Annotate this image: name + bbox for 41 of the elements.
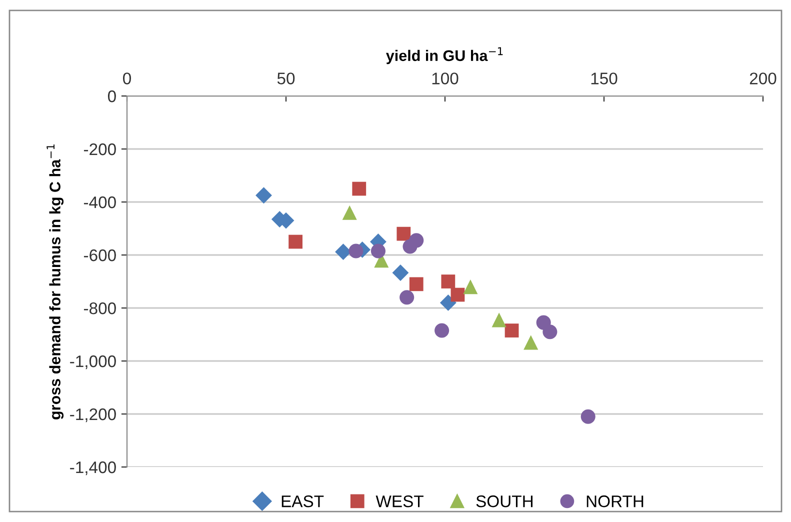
point (542, 324, 558, 340)
point (450, 288, 465, 302)
y-tick-label: -600 (84, 249, 116, 262)
point (409, 277, 424, 292)
point (409, 233, 424, 248)
point (288, 234, 302, 249)
point (441, 274, 456, 288)
y-tick-label: -400 (84, 196, 116, 208)
point (352, 182, 366, 196)
legend-label: SOUTH (476, 495, 532, 508)
y-tick-label: -1,200 (70, 408, 116, 422)
point (440, 294, 456, 311)
point (342, 205, 357, 220)
point (434, 323, 450, 338)
legend-label: NORTH (586, 495, 644, 508)
point (463, 280, 478, 294)
y-tick-label: -1,000 (70, 355, 116, 370)
y-axis-title: gross demand for humus in kg C ha$^{−1}$ (46, 144, 64, 420)
point (348, 244, 364, 258)
point (400, 290, 414, 305)
x-tick-label: 200 (750, 72, 776, 84)
x-tick-label: 50 (277, 72, 295, 84)
y-tick-label: 0 (108, 90, 116, 102)
y-tick-label: -800 (84, 302, 116, 314)
point (335, 244, 352, 260)
y-tick-label: -1,400 (70, 461, 116, 476)
legend-label: EAST (282, 495, 324, 508)
point (392, 264, 409, 281)
point (492, 312, 506, 328)
point (580, 409, 596, 424)
point (370, 244, 386, 258)
point (396, 226, 411, 241)
point (524, 335, 538, 350)
x-tick-label: 150 (591, 72, 618, 84)
x-tick-label: 100 (432, 72, 458, 84)
y-tick-label: -200 (84, 143, 116, 156)
point (504, 324, 519, 338)
point (256, 187, 272, 204)
x-axis-title: yield in GU ha$^{−1}$ (386, 47, 503, 64)
x-tick-label: 0 (123, 72, 131, 84)
legend-label: WEST (376, 495, 424, 508)
